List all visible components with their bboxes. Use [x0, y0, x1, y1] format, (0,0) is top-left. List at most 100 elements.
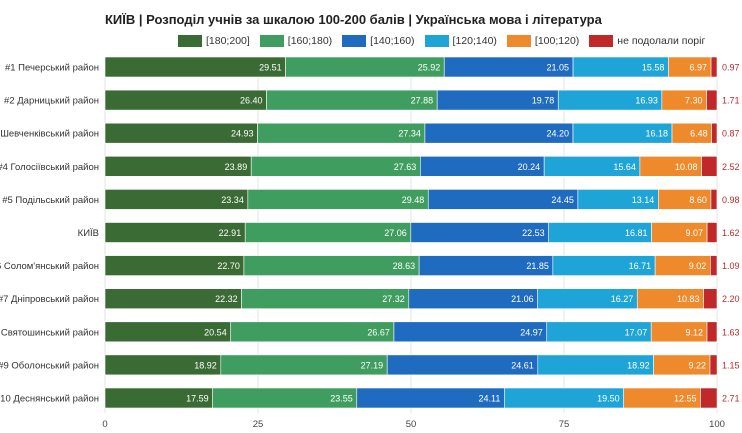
- x-tick-label: 100: [709, 419, 725, 430]
- data-label: 23.34: [221, 195, 244, 205]
- data-label: 0.87: [722, 129, 740, 139]
- x-tick-label: 50: [406, 419, 417, 430]
- legend-item: [160;180): [259, 35, 333, 47]
- chart-legend: [180;200] [160;180) [140;160) [120;140) [100…: [178, 34, 715, 48]
- category-label: #5 Подільський район: [2, 195, 99, 206]
- bar-segment: [710, 189, 718, 210]
- data-label: 18.92: [194, 360, 217, 370]
- data-label: 27.63: [394, 162, 417, 172]
- legend-swatch: [506, 35, 531, 47]
- data-label: 24.11: [478, 394, 500, 404]
- legend-item: [140;160): [342, 35, 415, 47]
- data-label: 24.20: [546, 129, 569, 139]
- data-label: 16.71: [629, 261, 652, 271]
- bar-segment: [706, 222, 718, 243]
- data-label: 17.07: [625, 327, 648, 337]
- data-label: 1.62: [722, 228, 740, 238]
- category-label: КИЇВ: [78, 228, 99, 239]
- data-label: 21.85: [526, 261, 549, 271]
- data-label: 12.55: [674, 394, 697, 404]
- legend-label: [140;160): [370, 35, 415, 47]
- data-label: 26.67: [367, 327, 390, 337]
- category-label: #9 Оболонський район: [0, 360, 99, 371]
- data-label: 27.34: [398, 129, 421, 139]
- legend-item: не подолали поріг: [589, 35, 705, 47]
- data-label: 15.64: [613, 162, 636, 172]
- legend-swatch: [178, 35, 202, 47]
- data-label: 21.06: [511, 294, 534, 304]
- bar-segment: [706, 89, 718, 111]
- data-label: 0.97: [722, 63, 740, 73]
- chart-title: КИЇВ | Розподіл учнів за шкалою 100-200 …: [105, 12, 602, 27]
- legend-item: [120;140): [424, 35, 497, 47]
- data-label: 0.98: [722, 195, 740, 205]
- data-label: 2.20: [722, 294, 740, 304]
- x-tick-label: 75: [559, 419, 570, 430]
- data-label: 26.40: [240, 96, 263, 106]
- legend-label: [100;120): [534, 35, 580, 47]
- legend-label: [120;140): [452, 35, 497, 47]
- data-label: 16.93: [635, 96, 658, 106]
- category-label: #10 Деснянський район: [0, 394, 99, 405]
- data-label: 20.54: [204, 327, 227, 337]
- data-label: 27.88: [411, 96, 434, 106]
- data-label: 15.58: [642, 63, 665, 73]
- category-label: #3 Шевченківський район: [0, 129, 99, 140]
- data-label: 1.71: [722, 96, 740, 106]
- data-label: 9.07: [686, 228, 704, 238]
- category-label: #4 Голосіївський район: [0, 162, 99, 173]
- data-label: 10.83: [677, 294, 700, 304]
- data-label: 8.60: [689, 195, 707, 205]
- data-label: 27.32: [382, 294, 405, 304]
- data-label: 25.92: [418, 63, 441, 73]
- x-tick-label: 25: [253, 419, 264, 430]
- data-label: 24.97: [520, 327, 543, 337]
- data-label: 22.91: [219, 228, 242, 238]
- data-label: 29.48: [402, 195, 425, 205]
- data-label: 16.27: [611, 294, 634, 304]
- data-label: 22.32: [215, 294, 238, 304]
- data-label: 24.93: [231, 129, 254, 139]
- data-label: 9.02: [689, 261, 707, 271]
- data-label: 20.24: [518, 162, 541, 172]
- bar-segment: [701, 156, 718, 177]
- data-label: 19.50: [597, 394, 620, 404]
- data-label: 1.15: [722, 360, 740, 370]
- data-label: 1.09: [722, 261, 740, 271]
- data-label: 28.63: [393, 261, 416, 271]
- bar-segment: [700, 387, 718, 409]
- data-label: 22.70: [217, 261, 240, 271]
- category-label: #2 Дарницький район: [4, 96, 99, 107]
- bar-segment: [710, 255, 718, 276]
- bar-segment: [710, 56, 718, 78]
- data-label: 2.71: [722, 394, 740, 404]
- legend-swatch: [424, 35, 449, 47]
- data-label: 16.18: [645, 129, 668, 139]
- data-label: 7.30: [685, 96, 703, 106]
- data-label: 27.19: [361, 360, 384, 370]
- data-label: 27.06: [384, 228, 407, 238]
- legend-swatch: [589, 35, 614, 47]
- data-label: 19.78: [532, 96, 555, 106]
- bar-segment: [709, 354, 718, 376]
- data-label: 21.05: [547, 63, 570, 73]
- legend-swatch: [259, 35, 284, 47]
- bar-segment: [711, 122, 718, 144]
- category-label: #7 Дніпровський район: [0, 294, 99, 305]
- data-label: 24.45: [551, 195, 574, 205]
- x-tick-label: 0: [102, 419, 107, 430]
- legend-label: [160;180): [287, 35, 333, 47]
- data-label: 16.81: [625, 228, 648, 238]
- data-label: 24.61: [511, 360, 534, 370]
- data-label: 9.12: [685, 327, 703, 337]
- data-label: 23.55: [330, 394, 353, 404]
- legend-label: не подолали поріг: [617, 35, 706, 47]
- legend-item: [180;200]: [178, 35, 250, 47]
- bar-segment: [706, 321, 718, 343]
- data-label: 29.51: [259, 63, 282, 73]
- data-label: 6.97: [690, 63, 708, 73]
- data-label: 9.22: [688, 360, 706, 370]
- data-label: 10.08: [675, 162, 698, 172]
